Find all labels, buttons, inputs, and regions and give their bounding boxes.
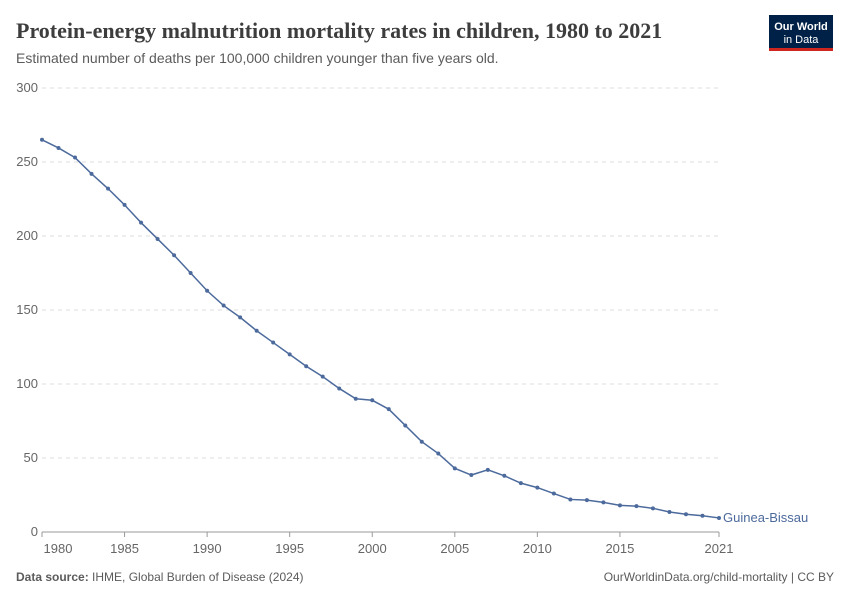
point <box>238 315 243 320</box>
chart-subtitle: Estimated number of deaths per 100,000 c… <box>16 50 499 66</box>
point <box>568 497 573 502</box>
point <box>535 485 540 490</box>
point <box>617 503 622 508</box>
x-tick-label: 1990 <box>193 541 222 556</box>
source: Data source: IHME, Global Burden of Dise… <box>16 570 303 584</box>
x-tick-label: 2015 <box>605 541 634 556</box>
y-tick-label: 150 <box>16 302 38 317</box>
source-text: IHME, Global Burden of Disease (2024) <box>92 570 303 584</box>
logo-box <box>769 15 833 50</box>
point <box>205 288 210 293</box>
footer-link[interactable]: OurWorldinData.org/child-mortality | CC … <box>604 570 834 584</box>
y-tick-label: 200 <box>16 228 38 243</box>
point <box>254 328 259 333</box>
point <box>485 467 490 472</box>
x-tick-label: 1985 <box>110 541 139 556</box>
point <box>650 506 655 511</box>
point <box>155 236 160 241</box>
point <box>683 512 688 517</box>
point <box>139 220 144 225</box>
point <box>667 510 672 515</box>
point <box>106 186 111 191</box>
point <box>188 271 193 275</box>
point <box>403 423 408 428</box>
point <box>386 407 391 412</box>
source-label: Data source: <box>16 570 89 584</box>
x-tick-label: 2005 <box>440 541 469 556</box>
x-tick-label: 2021 <box>705 541 734 556</box>
point <box>320 374 325 379</box>
x-tick-label: 2000 <box>358 541 387 556</box>
point <box>304 364 309 369</box>
y-tick-label: 300 <box>16 80 38 95</box>
point <box>700 513 705 518</box>
y-tick-label: 0 <box>31 524 38 539</box>
point <box>584 498 589 503</box>
point <box>172 253 177 258</box>
x-tick-label: 1980 <box>44 541 73 556</box>
point <box>89 171 94 176</box>
point <box>271 340 276 345</box>
x-tick-label: 2010 <box>523 541 552 556</box>
point <box>419 439 424 444</box>
point <box>518 481 523 486</box>
point <box>353 396 358 401</box>
logo-bar <box>769 48 833 51</box>
point <box>221 303 226 308</box>
logo-text: Our World <box>774 21 828 33</box>
point <box>436 451 441 456</box>
point <box>452 466 457 471</box>
line <box>41 139 720 519</box>
y-tick-label: 100 <box>16 376 38 391</box>
x-tick-label: 1995 <box>275 541 304 556</box>
logo[interactable]: Our World in Data <box>769 15 833 51</box>
point <box>56 145 61 150</box>
point <box>634 504 639 509</box>
point <box>469 473 474 478</box>
point <box>73 155 78 160</box>
series-label: Guinea-Bissau <box>723 510 808 525</box>
point <box>287 352 292 357</box>
point <box>717 515 721 520</box>
logo-text: in Data <box>784 34 820 46</box>
point <box>370 398 375 403</box>
point <box>551 491 556 496</box>
point <box>337 386 342 391</box>
point <box>601 500 606 505</box>
chart-title: Protein-energy malnutrition mortality ra… <box>16 18 662 43</box>
point <box>122 202 127 207</box>
point <box>502 473 507 478</box>
y-tick-label: 50 <box>24 450 38 465</box>
point <box>40 137 44 142</box>
y-tick-label: 250 <box>16 154 38 169</box>
